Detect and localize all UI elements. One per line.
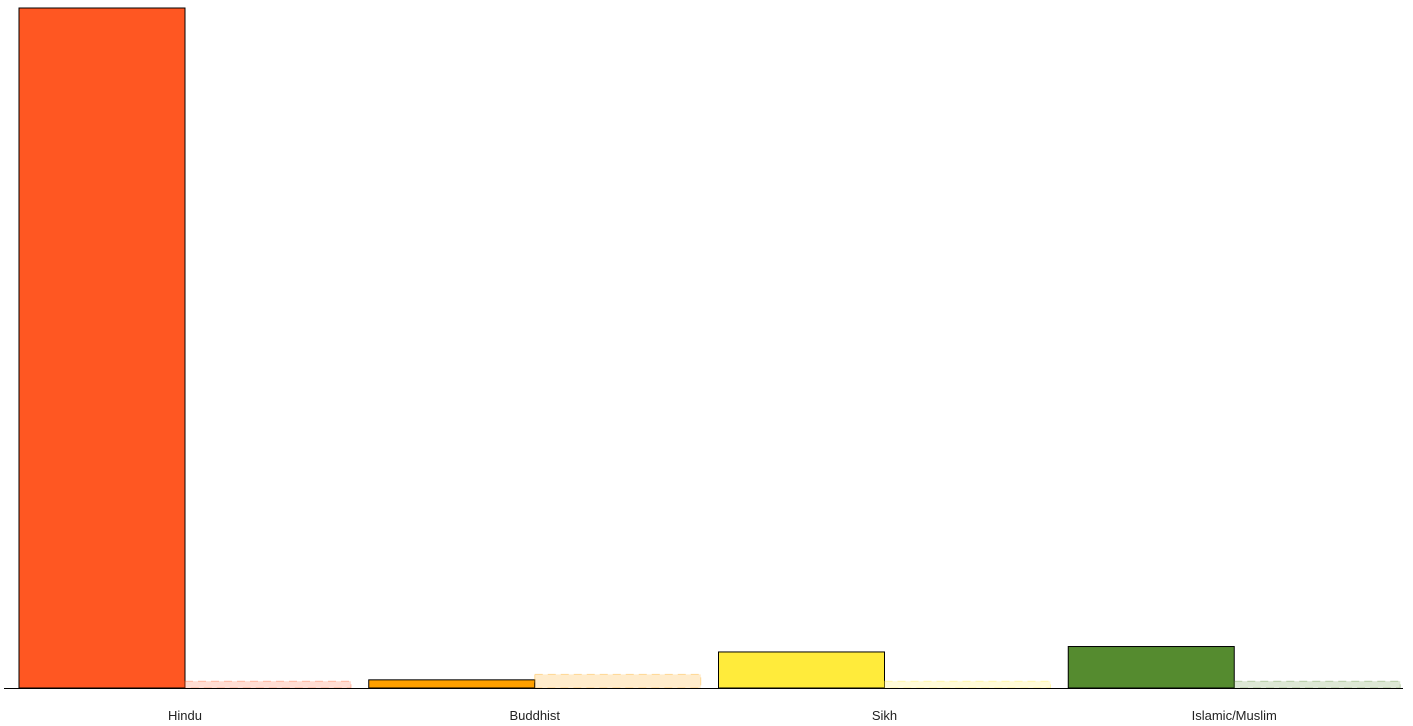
- category-label-islamic-muslim: Islamic/Muslim: [1192, 708, 1277, 723]
- category-label-buddhist: Buddhist: [509, 708, 560, 723]
- bar-islamic-muslim-series-1: [1067, 646, 1235, 689]
- bar-sikh-series-1: [718, 651, 885, 689]
- bar-hindu-series-2: [184, 680, 352, 689]
- bar-islamic-muslim-series-2: [1233, 680, 1401, 689]
- bar-sikh-series-2: [884, 680, 1051, 689]
- category-label-hindu: Hindu: [168, 708, 202, 723]
- category-labels: Hindu Buddhist Sikh Islamic/Muslim: [168, 708, 1277, 723]
- category-label-sikh: Sikh: [872, 708, 897, 723]
- bar-buddhist-series-2: [534, 673, 702, 689]
- bars-group: [18, 7, 1401, 689]
- bar-buddhist-series-1: [368, 679, 536, 689]
- bar-hindu-series-1: [18, 7, 186, 689]
